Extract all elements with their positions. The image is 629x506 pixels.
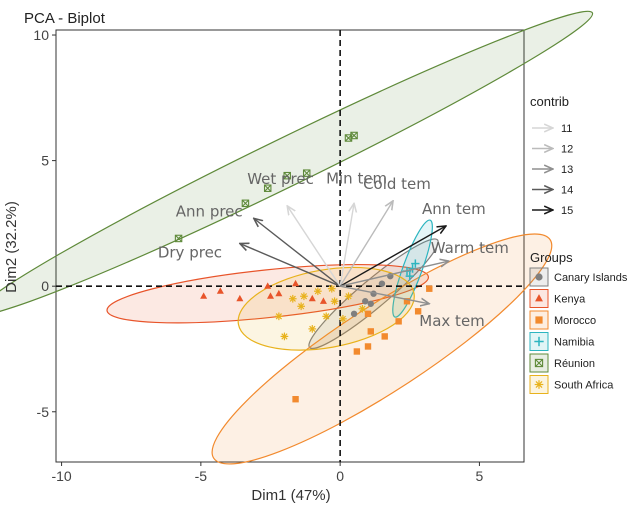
arrow-min-tem	[339, 203, 354, 287]
point-morocco-7	[395, 318, 402, 325]
groups-legend-marker-reunion	[534, 358, 544, 368]
groups-legend-label-kenya: Kenya	[554, 294, 586, 306]
point-south-africa-13	[300, 292, 308, 301]
groups-legend-label-morocco: Morocco	[554, 315, 596, 327]
point-morocco-5	[364, 310, 372, 318]
contrib-legend-label-12: 12	[561, 144, 573, 156]
point-morocco-3	[364, 343, 372, 350]
arrow-warm-tem	[339, 261, 449, 287]
point-morocco-4	[367, 328, 374, 335]
var-label-ann-prec: Ann prec	[176, 202, 243, 220]
point-canary-islands-1	[362, 298, 369, 305]
x-tick-label-0: 0	[336, 468, 344, 484]
groups-legend-label-namibia: Namibia	[554, 337, 595, 349]
ellipse-reunion	[0, 10, 594, 316]
contrib-legend-label-14: 14	[561, 185, 573, 197]
point-reunion-7	[350, 131, 358, 140]
x-tick-label-5: 5	[476, 468, 484, 484]
y-tick-label--5: -5	[37, 404, 50, 420]
var-label-min-tem: Min tem	[326, 169, 387, 187]
legend: 11 12 13 14 15 Canary Islands Kenya Morocco Nami…	[529, 123, 628, 394]
point-morocco-1	[292, 396, 299, 403]
point-kenya-7	[292, 279, 300, 287]
arrow-max-tem	[340, 285, 429, 304]
point-namibia-4	[411, 259, 420, 268]
contrib-legend-label-11: 11	[561, 123, 572, 135]
ellipse-morocco	[211, 233, 553, 465]
point-kenya-6	[275, 289, 283, 297]
point-kenya-8	[308, 294, 316, 302]
point-reunion-4	[283, 171, 291, 180]
point-south-africa-5	[322, 312, 331, 321]
point-canary-islands-6	[367, 300, 374, 307]
var-label-warm-tem: Warm tem	[431, 239, 509, 257]
y-tick-label-0: 0	[41, 278, 49, 294]
point-kenya-1	[200, 292, 208, 299]
groups-legend-marker-namibia	[534, 336, 544, 347]
x-tick-label--5: -5	[195, 468, 208, 484]
var-label-cold-tem: Cold tem	[363, 175, 431, 193]
point-morocco-8	[403, 298, 411, 305]
contrib-legend-title: contrib	[530, 94, 569, 109]
point-morocco-2	[353, 348, 361, 355]
var-label-wet-prec: Wet prec	[247, 170, 314, 188]
point-namibia-3	[405, 271, 414, 281]
arrow-ann-prec	[254, 218, 341, 287]
var-label-max-tem: Max tem	[419, 312, 485, 330]
groups-legend-marker-south-africa	[534, 380, 544, 389]
ellipse-kenya	[106, 263, 430, 324]
point-south-africa-12	[327, 284, 336, 293]
point-canary-islands-3	[378, 280, 386, 287]
groups-legend-label-canary-islands: Canary Islands	[554, 272, 628, 284]
point-reunion-1	[174, 234, 183, 243]
point-canary-islands-4	[350, 310, 358, 318]
x-axis-label: Dim1 (47%)	[251, 487, 330, 504]
point-reunion-2	[241, 199, 250, 208]
point-south-africa-6	[330, 297, 339, 306]
var-label-dry-prec: Dry prec	[158, 243, 222, 261]
point-south-africa-2	[288, 294, 297, 303]
contrib-legend-label-15: 15	[561, 205, 573, 217]
var-label-ann-tem: Ann tem	[422, 200, 486, 218]
point-south-africa-4	[314, 287, 322, 296]
groups-legend-marker-kenya	[535, 294, 543, 302]
arrow-dry-prec	[240, 243, 341, 287]
point-kenya-9	[319, 297, 327, 304]
point-reunion-3	[263, 184, 272, 192]
point-kenya-4	[264, 282, 272, 289]
point-morocco-10	[414, 308, 422, 315]
point-south-africa-9	[308, 325, 317, 333]
point-kenya-3	[236, 294, 244, 302]
x-tick-label--10: -10	[51, 468, 71, 484]
point-morocco-9	[426, 285, 433, 292]
groups-legend-marker-canary-islands	[535, 273, 543, 281]
y-axis-label: Dim2 (32.2%)	[3, 201, 20, 293]
point-south-africa-11	[358, 304, 367, 313]
point-south-africa-8	[344, 292, 353, 301]
arrow-wet-prec	[287, 206, 341, 287]
arrow-cold-tem	[339, 201, 393, 287]
point-south-africa-1	[275, 312, 283, 321]
point-reunion-5	[302, 169, 311, 177]
point-morocco-6	[381, 333, 388, 340]
point-south-africa-10	[280, 332, 289, 341]
y-tick-label-5: 5	[41, 153, 49, 169]
point-kenya-2	[216, 287, 224, 294]
contrib-legend-label-13: 13	[561, 164, 573, 176]
groups-legend-title: Groups	[530, 250, 573, 265]
groups-legend-label-south-africa: South Africa	[554, 380, 614, 392]
point-south-africa-7	[339, 314, 347, 323]
chart-title: PCA - Biplot	[24, 10, 106, 27]
point-kenya-5	[266, 292, 275, 299]
arrow-ann-tem	[339, 226, 446, 287]
groups-legend-marker-morocco	[535, 316, 543, 324]
point-south-africa-3	[297, 302, 305, 311]
y-tick-label-10: 10	[33, 27, 49, 43]
groups-legend-label-reunion: Réunion	[554, 358, 595, 370]
